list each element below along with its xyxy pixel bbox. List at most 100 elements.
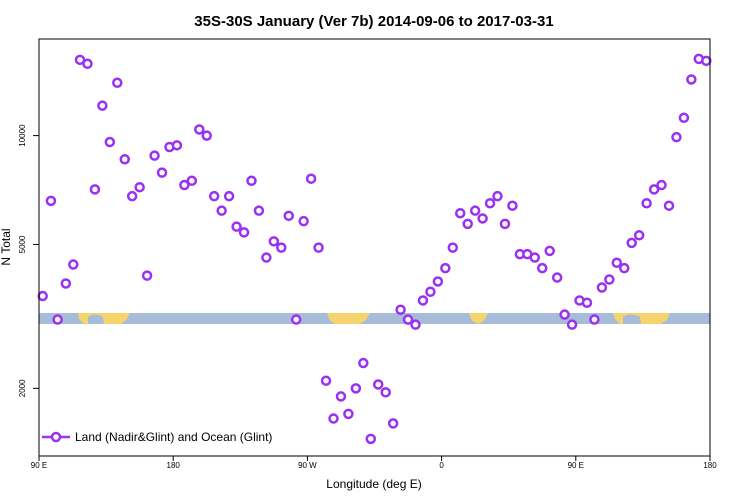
data-point: [589, 314, 600, 325]
data-point: [611, 257, 623, 269]
data-point: [499, 218, 511, 230]
data-point: [246, 175, 257, 187]
data-point: [566, 319, 578, 330]
data-point: [417, 295, 429, 306]
data-point: [619, 262, 630, 274]
y-tick-label: 2000: [18, 379, 27, 397]
data-point: [380, 387, 391, 398]
x-axis: 90 E 180 90 W 0 90 E 180: [31, 456, 717, 470]
data-point: [134, 181, 145, 193]
data-point: [663, 200, 675, 211]
data-point: [238, 227, 250, 238]
x-tick-label: 90 E: [31, 461, 47, 470]
data-point: [126, 190, 138, 202]
data-point: [507, 200, 518, 211]
data-point: [447, 242, 459, 253]
data-point: [253, 205, 265, 216]
data-point: [372, 379, 384, 390]
data-point: [529, 252, 541, 263]
data-point: [45, 195, 57, 207]
data-point: [559, 309, 570, 320]
y-axis-label: N Total: [0, 228, 13, 265]
land-patch: [623, 314, 641, 324]
data-point: [171, 140, 183, 151]
legend: Land (Nadir&Glint) and Ocean (Glint): [42, 430, 272, 444]
data-point: [335, 391, 347, 402]
data-point: [261, 252, 272, 263]
data-point: [149, 150, 160, 161]
data-point: [298, 215, 309, 227]
data-point: [425, 286, 436, 297]
data-point: [469, 205, 481, 216]
plot-frame: [38, 38, 711, 457]
x-tick-label: 90 W: [298, 461, 317, 470]
y-tick-label: 5000: [18, 235, 27, 253]
legend-label: Land (Nadir&Glint) and Ocean (Glint): [75, 430, 272, 444]
data-point: [156, 167, 168, 178]
data-point: [223, 190, 235, 202]
data-point: [537, 262, 548, 274]
data-point: [89, 184, 101, 195]
data-point: [216, 205, 227, 216]
ocean-band: [39, 313, 710, 324]
legend-marker-icon: [50, 431, 62, 443]
data-point: [82, 58, 93, 70]
data-point: [604, 274, 615, 285]
y-tick-label: 10000: [18, 124, 27, 147]
data-point: [104, 136, 116, 148]
data-point: [656, 179, 667, 191]
data-point: [358, 357, 369, 369]
data-point: [290, 314, 302, 325]
chart-title: 35S-30S January (Ver 7b) 2014-09-06 to 2…: [194, 13, 553, 30]
data-point: [462, 218, 473, 230]
data-point: [201, 130, 212, 141]
data-point: [305, 173, 317, 184]
data-point: [37, 290, 48, 302]
surface-strip: [39, 313, 710, 324]
data-point: [454, 207, 466, 219]
data-point: [686, 74, 697, 85]
data-point: [395, 304, 406, 315]
data-point: [194, 124, 205, 135]
data-point: [231, 221, 242, 232]
land-patch: [613, 313, 670, 324]
data-point: [402, 314, 414, 325]
data-point: [484, 198, 496, 209]
data-point: [678, 112, 690, 124]
data-point: [52, 314, 63, 325]
data-point: [551, 272, 563, 283]
data-point: [328, 413, 339, 424]
data-point: [596, 282, 608, 293]
data-point: [268, 236, 280, 247]
data-point: [320, 375, 332, 386]
x-tick-label: 0: [439, 461, 444, 470]
data-point: [626, 237, 637, 249]
data-point: [365, 433, 377, 445]
data-point: [387, 418, 399, 429]
x-tick-label: 180: [167, 461, 181, 470]
land-patch: [327, 313, 370, 324]
data-point: [112, 77, 123, 89]
data-point: [186, 175, 198, 187]
land-patch: [78, 313, 130, 324]
x-axis-label: Longitude (deg E): [326, 477, 421, 491]
data-point: [119, 154, 130, 165]
data-point: [60, 278, 72, 289]
data-point: [410, 319, 421, 330]
data-point: [492, 190, 503, 202]
data-point: [440, 262, 451, 274]
data-point: [141, 270, 153, 281]
data-point: [343, 408, 354, 420]
data-point: [671, 131, 682, 143]
data-point: [633, 230, 645, 241]
data-point: [432, 276, 444, 287]
data-point: [641, 198, 652, 209]
data-point: [477, 213, 488, 224]
x-tick-label: 90 E: [568, 461, 584, 470]
land-patch: [88, 314, 104, 324]
x-tick-label: 180: [703, 461, 717, 470]
data-points: [37, 53, 712, 445]
data-point: [350, 383, 362, 394]
data-point: [581, 297, 593, 308]
data-point: [283, 210, 295, 222]
